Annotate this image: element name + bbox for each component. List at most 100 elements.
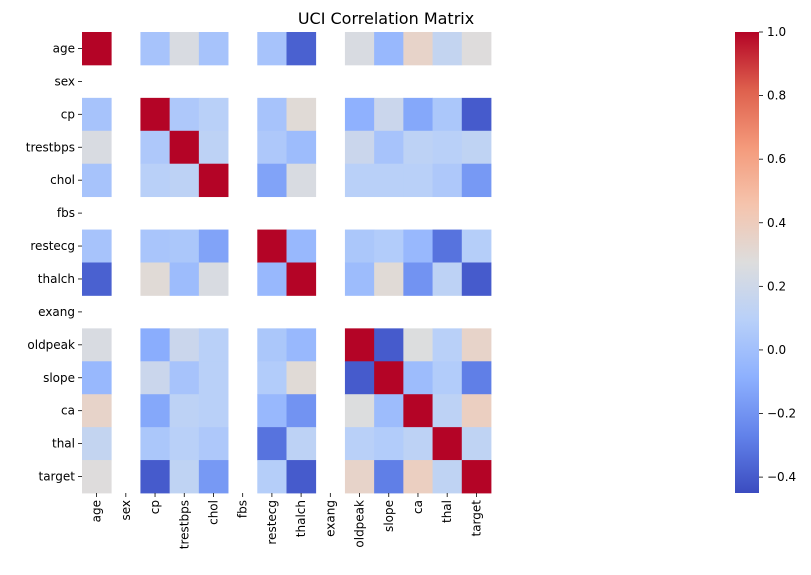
heatmap-cell-slope-cp bbox=[140, 361, 171, 395]
heatmap-cell-oldpeak-cp bbox=[140, 328, 171, 362]
heatmap-cell-thal-slope bbox=[374, 427, 404, 461]
heatmap-cell-restecg-restecg bbox=[257, 229, 287, 263]
colorbar-gradient bbox=[735, 32, 759, 493]
heatmap-cell-slope-thalch bbox=[286, 361, 317, 395]
x-tick-label-age: age bbox=[90, 500, 104, 522]
heatmap-cell-thal-target bbox=[461, 427, 492, 461]
heatmap-cell-target-target bbox=[461, 460, 492, 494]
heatmap-cell-oldpeak-chol bbox=[198, 328, 229, 362]
heatmap-cell-oldpeak-ca bbox=[403, 328, 433, 362]
x-tick-label-sex: sex bbox=[119, 500, 133, 521]
heatmap-cell-restecg-ca bbox=[403, 229, 433, 263]
heatmap-cell-cp-cp bbox=[140, 97, 171, 132]
heatmap-cell-oldpeak-thal bbox=[432, 328, 463, 362]
heatmap-cell-trestbps-thal bbox=[432, 130, 463, 165]
heatmap-cell-oldpeak-target bbox=[461, 328, 492, 362]
colorbar-tick-label: −0.4 bbox=[767, 470, 796, 484]
x-tick-label-thalch: thalch bbox=[294, 500, 308, 537]
heatmap-cell-target-chol bbox=[198, 460, 229, 494]
heatmap-cell-ca-cp bbox=[140, 394, 171, 428]
colorbar-tick-label: 0.4 bbox=[767, 216, 786, 230]
heatmap-cell-chol-cp bbox=[140, 163, 171, 198]
x-tick-label-ca: ca bbox=[411, 500, 425, 514]
heatmap-cell-cp-target bbox=[461, 97, 492, 132]
chart-title: UCI Correlation Matrix bbox=[298, 9, 474, 28]
heatmap-cell-trestbps-age bbox=[82, 130, 112, 165]
heatmap-cell-thalch-ca bbox=[403, 262, 433, 296]
heatmap-cell-trestbps-slope bbox=[374, 130, 404, 165]
heatmap-cell-trestbps-thalch bbox=[286, 130, 317, 165]
x-tick-label-cp: cp bbox=[148, 500, 162, 514]
heatmap-cell-target-thal bbox=[432, 460, 463, 494]
heatmap-cell-slope-thal bbox=[432, 361, 463, 395]
heatmap-cell-target-cp bbox=[140, 460, 171, 494]
heatmap-cell-age-trestbps bbox=[169, 32, 200, 66]
heatmap-cell-chol-thalch bbox=[286, 163, 317, 198]
heatmap-cell-thalch-target bbox=[461, 262, 492, 296]
heatmap-cell-oldpeak-restecg bbox=[257, 328, 287, 362]
colorbar-tick-label: 1.0 bbox=[767, 25, 786, 39]
y-tick-label-ca: ca bbox=[61, 404, 75, 418]
heatmap-cell-age-thal bbox=[432, 32, 463, 66]
heatmap-cell-chol-target bbox=[461, 163, 492, 198]
heatmap-cell-slope-target bbox=[461, 361, 492, 395]
heatmap-cell-cp-trestbps bbox=[169, 97, 200, 132]
heatmap-cell-ca-target bbox=[461, 394, 492, 428]
heatmap-cell-target-oldpeak bbox=[344, 460, 375, 494]
heatmap-cell-cp-chol bbox=[198, 97, 229, 132]
y-tick-label-target: target bbox=[39, 470, 76, 484]
heatmap-cell-target-trestbps bbox=[169, 460, 200, 494]
heatmap-cell-restecg-thal bbox=[432, 229, 463, 263]
heatmap-cell-age-slope bbox=[374, 32, 404, 66]
x-tick-label-oldpeak: oldpeak bbox=[353, 500, 367, 548]
heatmap-cell-thalch-restecg bbox=[257, 262, 287, 296]
heatmap-cell-thal-cp bbox=[140, 427, 171, 461]
y-tick-label-cp: cp bbox=[61, 107, 75, 121]
heatmap-cell-thalch-thalch bbox=[286, 262, 317, 296]
heatmap-cell-thal-thal bbox=[432, 427, 463, 461]
heatmap-cell-cp-restecg bbox=[257, 97, 287, 132]
x-tick-label-chol: chol bbox=[206, 500, 220, 525]
heatmap-cell-thal-ca bbox=[403, 427, 433, 461]
heatmap-cell-target-age bbox=[82, 460, 112, 494]
heatmap-cell-thal-age bbox=[82, 427, 112, 461]
heatmap-cell-slope-trestbps bbox=[169, 361, 200, 395]
heatmap-cell-age-chol bbox=[198, 32, 229, 66]
heatmap-cell-chol-oldpeak bbox=[344, 163, 375, 198]
x-tick-labels: age sex cp trestbps chol fbs restecg thalch exan… bbox=[90, 493, 483, 549]
heatmap-cell-ca-trestbps bbox=[169, 394, 200, 428]
heatmap-cell-restecg-thalch bbox=[286, 229, 317, 263]
y-tick-labels: age sex cp trestbps chol fbs restecg thalch exan… bbox=[26, 41, 82, 484]
y-tick-label-age: age bbox=[53, 41, 75, 55]
heatmap-cell-slope-slope bbox=[374, 361, 404, 395]
heatmap-cell-thalch-chol bbox=[198, 262, 229, 296]
heatmap-cell-ca-age bbox=[82, 394, 112, 428]
heatmap-cell-trestbps-restecg bbox=[257, 130, 287, 165]
heatmap-cell-target-thalch bbox=[286, 460, 317, 494]
x-tick-label-fbs: fbs bbox=[236, 500, 250, 518]
heatmap-cell-ca-restecg bbox=[257, 394, 287, 428]
heatmap-cell-age-restecg bbox=[257, 32, 287, 66]
heatmap-cell-cp-thalch bbox=[286, 97, 317, 132]
heatmap-cell-age-target bbox=[461, 32, 492, 66]
colorbar-tick-label: −0.2 bbox=[767, 407, 796, 421]
heatmap-cells bbox=[82, 32, 492, 494]
heatmap-cell-slope-restecg bbox=[257, 361, 287, 395]
heatmap-cell-slope-chol bbox=[198, 361, 229, 395]
heatmap-cell-age-cp bbox=[140, 32, 171, 66]
heatmap-cell-oldpeak-slope bbox=[374, 328, 404, 362]
heatmap-cell-restecg-age bbox=[82, 229, 112, 263]
heatmap-cell-age-thalch bbox=[286, 32, 317, 66]
heatmap-cell-thalch-cp bbox=[140, 262, 171, 296]
colorbar-tick-label: 0.8 bbox=[767, 89, 786, 103]
heatmap-cell-thal-chol bbox=[198, 427, 229, 461]
heatmap-cell-target-ca bbox=[403, 460, 433, 494]
heatmap-cell-trestbps-ca bbox=[403, 130, 433, 165]
heatmap-cell-chol-thal bbox=[432, 163, 463, 198]
heatmap-cell-target-restecg bbox=[257, 460, 287, 494]
heatmap-cell-ca-ca bbox=[403, 394, 433, 428]
colorbar-tick-label: 0.2 bbox=[767, 279, 786, 293]
y-tick-label-slope: slope bbox=[43, 371, 75, 385]
heatmap-cell-thalch-trestbps bbox=[169, 262, 200, 296]
